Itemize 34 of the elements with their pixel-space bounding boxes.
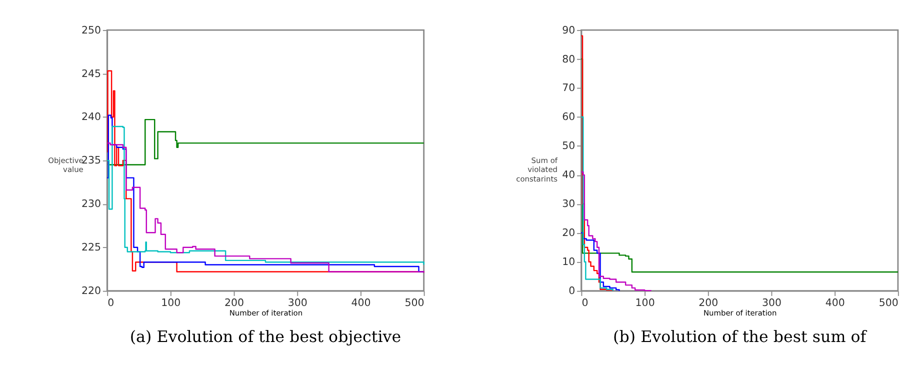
x-tick-label: 0	[582, 297, 588, 310]
y-tick-label: 0	[568, 285, 576, 298]
x-tick-label: 400	[825, 297, 845, 310]
y-tick-label: 60	[562, 111, 576, 124]
y-tick-label: 20	[562, 227, 576, 240]
x-tick-label: 500	[878, 297, 898, 310]
y-tick-label: 30	[562, 198, 576, 210]
text: (b) Evolution of the best sum of	[613, 327, 868, 346]
y-tick-label: 70	[562, 82, 576, 94]
y-tick-label: 240	[82, 111, 102, 124]
x-tick-label: 100	[161, 297, 181, 310]
y-tick-label: 225	[82, 242, 102, 254]
y-tick-label: 230	[82, 198, 102, 210]
x-tick-label: 200	[698, 297, 718, 310]
x-tick-label: 500	[404, 297, 424, 310]
y-tick-label: 220	[82, 285, 102, 298]
y-tick-label: 245	[82, 68, 102, 80]
y-axis-title: Sum of violated constarints	[516, 156, 558, 184]
y-tick-label: 10	[562, 256, 576, 268]
y-tick-label: 40	[562, 169, 576, 182]
y-tick-label: 250	[82, 24, 102, 36]
y-tick-label: 80	[562, 53, 576, 66]
x-tick-label: 300	[762, 297, 782, 310]
x-axis-title: Number of iteration	[703, 308, 777, 318]
x-tick-label: 100	[635, 297, 655, 310]
y-tick-label: 50	[562, 140, 576, 152]
x-axis-title: Number of iteration	[229, 308, 303, 318]
y-tick-label: 90	[562, 24, 576, 36]
x-tick-label: 300	[288, 297, 308, 310]
y-tick-label: 235	[82, 154, 102, 167]
text: (a) Evolution of the best objective	[130, 327, 402, 346]
x-tick-label: 200	[224, 297, 244, 310]
x-tick-label: 400	[351, 297, 371, 310]
x-tick-label: 0	[108, 297, 114, 310]
